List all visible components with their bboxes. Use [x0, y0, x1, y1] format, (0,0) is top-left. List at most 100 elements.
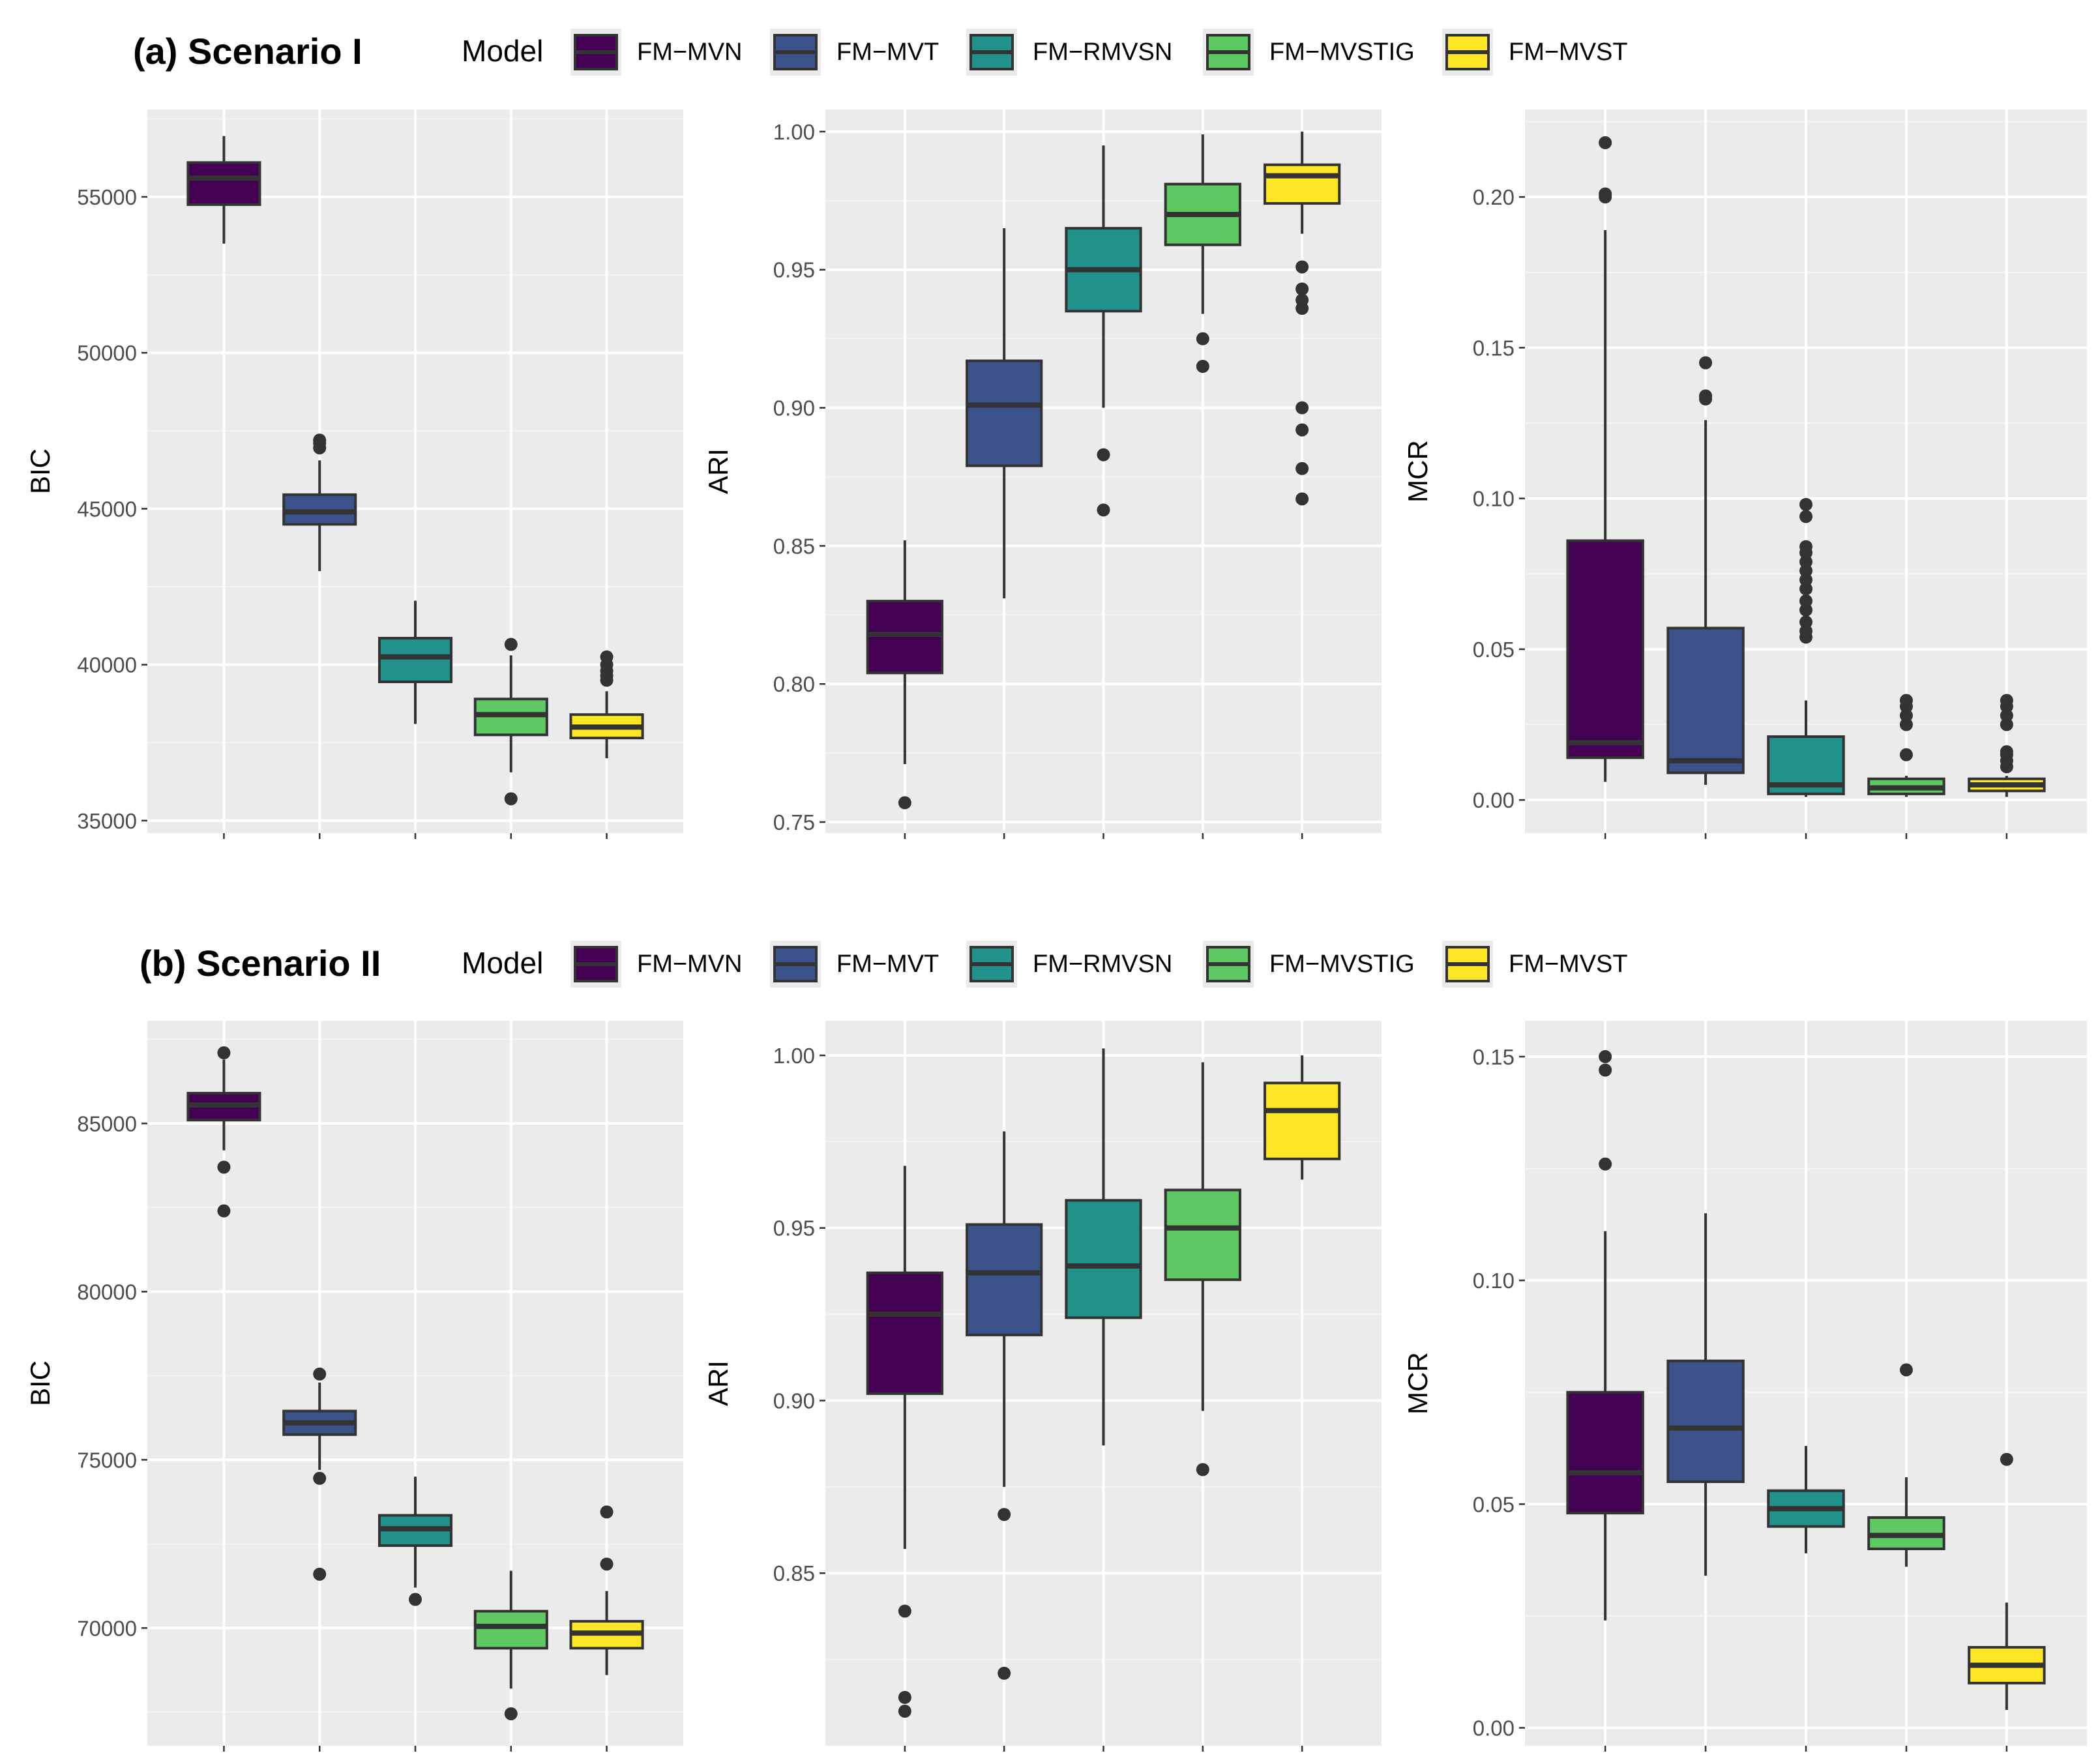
outlier-point — [1799, 582, 1812, 596]
outlier-point — [2000, 718, 2013, 731]
box-iqr — [966, 359, 1043, 467]
legends: (a) Scenario I Model FM−MVN FM−MVT FM−RMVSN F… — [133, 29, 1628, 988]
y-tick-label: 0.10 — [1473, 487, 1515, 511]
legend-label: FM−MVSTIG — [1269, 38, 1415, 66]
box-fm-mvt — [1666, 1213, 1745, 1576]
box-fm-rmvsn — [377, 600, 453, 724]
y-tick-label: 35000 — [77, 809, 137, 833]
box-fm-mvstig — [1164, 1062, 1241, 1477]
outlier-point — [217, 1204, 231, 1218]
box-iqr — [1666, 1359, 1745, 1484]
panel-a-scenario-i-bic: 35000 40000 45000 50000 55000 BIC — [25, 110, 683, 839]
outlier-point — [504, 792, 518, 806]
legend-item-fm-mvn: FM−MVN — [570, 29, 743, 76]
outlier-point — [1799, 573, 1812, 587]
y-tick-label: 0.20 — [1473, 185, 1515, 209]
box-iqr — [1566, 539, 1644, 759]
outlier-point — [1699, 356, 1713, 370]
outlier-point — [1599, 187, 1612, 201]
outlier-point — [2000, 694, 2013, 707]
outlier-point — [217, 1160, 231, 1174]
box-fm-mvn — [186, 1046, 261, 1218]
legend-label: FM−RMVSN — [1033, 950, 1172, 978]
box-fm-rmvsn — [377, 1477, 453, 1606]
outlier-point — [1295, 401, 1309, 415]
box-fm-mvstig — [473, 638, 548, 806]
legend-label: FM−MVN — [637, 38, 743, 66]
outlier-point — [2000, 745, 2013, 759]
legend-label: FM−MVN — [637, 950, 743, 978]
panel-a-scenario-i-ari: 0.75 0.80 0.85 0.90 0.95 1.00 ARI — [703, 110, 1382, 839]
legend-title: Model — [462, 946, 543, 980]
box-iqr — [1566, 1390, 1644, 1515]
y-tick-label: 55000 — [77, 185, 137, 209]
panels: 35000 40000 45000 50000 55000 BIC 0.75 0.80 0.85… — [25, 110, 2087, 1752]
outlier-point — [1799, 625, 1812, 638]
box-fm-mvt — [966, 228, 1043, 598]
y-axis-title: MCR — [1402, 440, 1433, 503]
y-tick-label: 80000 — [77, 1280, 137, 1304]
outlier-point — [1899, 694, 1913, 707]
legend-item-fm-mvst: FM−MVST — [1442, 29, 1628, 76]
box-fm-mvst — [1968, 694, 2046, 797]
y-tick-label: 0.00 — [1473, 1716, 1515, 1741]
y-tick-label: 0.15 — [1473, 336, 1515, 360]
panel-b-scenario-ii-bic: 70000 75000 80000 85000 BIC — [25, 1021, 683, 1752]
legend-label: FM−MVSTIG — [1269, 950, 1415, 978]
outlier-point — [1799, 603, 1812, 617]
box-fm-mvn — [1566, 1050, 1644, 1621]
outlier-point — [1899, 709, 1913, 722]
legend-item-fm-mvstig: FM−MVSTIG — [1203, 29, 1415, 76]
y-tick-label: 1.00 — [773, 1044, 815, 1068]
outlier-point — [1295, 282, 1309, 296]
box-fm-mvstig — [1164, 134, 1241, 374]
panel-b-scenario-ii-ari: 0.85 0.90 0.95 1.00 ARI — [703, 1021, 1382, 1752]
outlier-point — [600, 1557, 614, 1571]
row-title: (b) Scenario II — [140, 943, 381, 984]
legend-item-fm-mvt: FM−MVT — [770, 29, 939, 76]
y-tick-label: 0.95 — [773, 1216, 815, 1241]
y-tick-label: 45000 — [77, 497, 137, 521]
outlier-point — [600, 650, 614, 664]
outlier-point — [1799, 615, 1812, 629]
box-iqr — [1264, 1081, 1341, 1160]
box-fm-rmvsn — [1065, 145, 1142, 517]
box-fm-mvn — [866, 540, 943, 810]
outlier-point — [898, 1690, 911, 1704]
box-fm-mvstig — [473, 1570, 548, 1720]
box-fm-mvstig — [1867, 1363, 1945, 1567]
box-fm-mvt — [1666, 356, 1745, 785]
outlier-point — [1599, 1050, 1612, 1063]
box-fm-mvt — [282, 1367, 357, 1581]
box-iqr — [1065, 1199, 1142, 1319]
outlier-point — [217, 1046, 231, 1060]
y-axis-title: BIC — [25, 448, 55, 494]
box-iqr — [473, 1610, 548, 1650]
outlier-point — [1599, 1157, 1612, 1171]
outlier-point — [2000, 1452, 2013, 1466]
row-title: (a) Scenario I — [133, 31, 362, 72]
outlier-point — [1799, 555, 1812, 568]
y-tick-label: 0.15 — [1473, 1045, 1515, 1069]
box-fm-mvstig — [1867, 694, 1945, 797]
outlier-point — [1599, 1063, 1612, 1077]
outlier-point — [1097, 448, 1110, 462]
outlier-point — [1799, 540, 1812, 553]
box-fm-mvst — [569, 650, 644, 759]
legend-label: FM−MVT — [836, 950, 939, 978]
box-fm-mvn — [186, 136, 261, 244]
outlier-point — [1799, 594, 1812, 608]
outlier-point — [1599, 136, 1612, 149]
y-tick-label: 70000 — [77, 1616, 137, 1640]
legend-item-fm-rmvsn: FM−RMVSN — [966, 941, 1172, 988]
y-tick-label: 0.80 — [773, 672, 815, 696]
outlier-point — [898, 796, 911, 810]
box-iqr — [866, 1271, 943, 1395]
y-tick-label: 0.85 — [773, 534, 815, 558]
y-tick-label: 0.90 — [773, 1389, 815, 1413]
outlier-point — [1295, 492, 1309, 506]
y-tick-label: 40000 — [77, 653, 137, 677]
outlier-point — [2000, 709, 2013, 722]
y-tick-label: 0.95 — [773, 258, 815, 282]
outlier-point — [1097, 503, 1110, 517]
